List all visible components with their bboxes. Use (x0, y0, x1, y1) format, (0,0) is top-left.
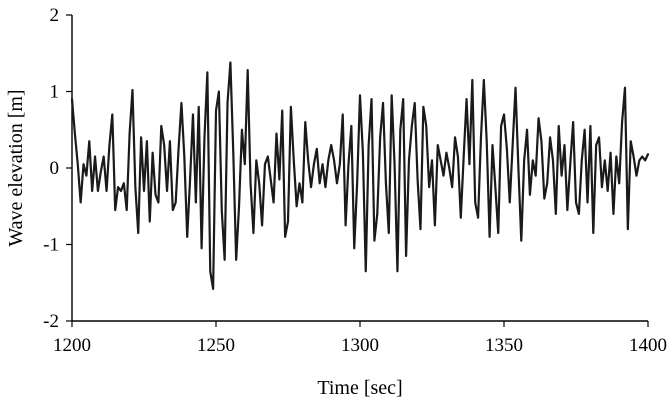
y-tick-label: -2 (43, 311, 59, 332)
plot-area: -2 -1 0 1 2 1200 1250 1300 1350 1400 (43, 5, 667, 356)
x-tick-label: 1200 (53, 335, 91, 356)
y-tick-label: -1 (43, 235, 59, 256)
x-axis-title: Time [sec] (317, 377, 402, 399)
y-axis-ticks: -2 -1 0 1 2 (43, 5, 72, 332)
y-tick-label: 1 (50, 82, 60, 103)
x-tick-label: 1250 (197, 335, 235, 356)
y-tick-label: 0 (50, 158, 60, 179)
y-tick-label: 2 (50, 5, 60, 26)
x-tick-label: 1400 (629, 335, 667, 356)
x-tick-label: 1350 (485, 335, 523, 356)
x-tick-label: 1300 (341, 335, 379, 356)
x-axis-ticks: 1200 1250 1300 1350 1400 (53, 321, 667, 356)
y-axis-title: Wave elevation [m] (5, 89, 27, 246)
wave-elevation-series-line (70, 61, 650, 290)
